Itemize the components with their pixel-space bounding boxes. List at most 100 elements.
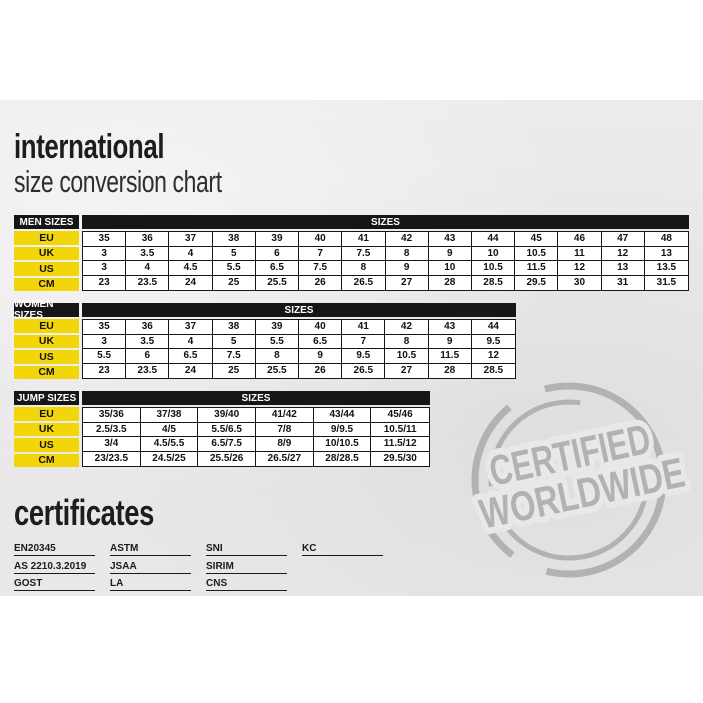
jump-row-label-us: US bbox=[14, 438, 79, 452]
men-cell-us-2: 4.5 bbox=[169, 261, 213, 276]
men-cell-uk-2: 4 bbox=[169, 246, 213, 261]
certificate-en20345: EN20345 bbox=[14, 540, 95, 556]
men-row-label-cm: CM bbox=[14, 277, 79, 291]
men-cell-uk-6: 7.5 bbox=[342, 246, 386, 261]
jump-cell-us-4: 10/10.5 bbox=[313, 437, 372, 452]
men-sizes-header: SIZES bbox=[82, 215, 689, 229]
jump-cell-eu-1: 37/38 bbox=[140, 408, 199, 423]
certificate-cns: CNS bbox=[206, 575, 287, 591]
men-cell-uk-8: 9 bbox=[428, 246, 472, 261]
women-cell-uk-4: 5.5 bbox=[255, 334, 299, 349]
women-table-title: WOMEN SIZES bbox=[14, 299, 79, 321]
jump-cell-uk-3: 7/8 bbox=[256, 422, 314, 437]
men-cell-us-8: 10 bbox=[428, 261, 472, 276]
men-table-title: MEN SIZES bbox=[14, 215, 79, 229]
certificates-title-text: certificates bbox=[14, 492, 154, 533]
men-cell-us-0: 3 bbox=[83, 261, 127, 276]
certificate-gost: GOST bbox=[14, 575, 95, 591]
men-cell-uk-7: 8 bbox=[385, 246, 429, 261]
women-cell-us-8: 11.5 bbox=[428, 349, 472, 364]
certificate-la: LA bbox=[110, 575, 191, 591]
men-cell-uk-5: 7 bbox=[299, 246, 343, 261]
women-label-column: WOMEN SIZES EU UK US CM bbox=[14, 299, 79, 379]
jump-cell-uk-0: 2.5/3.5 bbox=[83, 422, 141, 437]
men-cell-uk-11: 11 bbox=[558, 246, 602, 261]
women-size-grid: 35 36 37 38 39 40 41 42 43 44 3 3.5 4 5 5.5 6.5 7 8 9 9.5 5.… bbox=[82, 319, 516, 379]
women-cell-uk-1: 3.5 bbox=[126, 334, 170, 349]
men-cell-us-9: 10.5 bbox=[471, 261, 516, 276]
men-cell-cm-8: 28 bbox=[428, 275, 472, 290]
men-cell-eu-0: 35 bbox=[83, 232, 127, 247]
certificate-astm: ASTM bbox=[110, 540, 191, 556]
jump-cell-uk-2: 5.5/6.5 bbox=[198, 422, 256, 437]
jump-row-label-cm: CM bbox=[14, 453, 79, 467]
men-cell-us-3: 5.5 bbox=[212, 261, 256, 276]
women-cell-cm-0: 23 bbox=[83, 363, 127, 378]
women-cell-eu-3: 38 bbox=[212, 320, 256, 335]
jump-cell-eu-3: 41/42 bbox=[256, 408, 314, 423]
women-cell-uk-2: 4 bbox=[169, 334, 213, 349]
jump-cell-us-5: 11.5/12 bbox=[371, 437, 429, 452]
men-cell-uk-10: 10.5 bbox=[515, 246, 559, 261]
certificate-jsaa: JSAA bbox=[110, 558, 191, 574]
women-cell-eu-5: 40 bbox=[299, 320, 343, 335]
women-cell-eu-9: 44 bbox=[471, 320, 515, 335]
certificate-sirim: SIRIM bbox=[206, 558, 287, 574]
men-cell-cm-4: 25.5 bbox=[255, 275, 300, 290]
jump-cell-cm-1: 24.5/25 bbox=[140, 451, 199, 466]
men-cell-us-5: 7.5 bbox=[299, 261, 343, 276]
men-cell-us-6: 8 bbox=[342, 261, 386, 276]
women-row-label-eu: EU bbox=[14, 319, 79, 333]
men-cell-uk-4: 6 bbox=[255, 246, 300, 261]
men-row-label-us: US bbox=[14, 262, 79, 276]
men-cell-us-11: 12 bbox=[558, 261, 602, 276]
men-cell-us-10: 11.5 bbox=[515, 261, 559, 276]
men-cell-eu-4: 39 bbox=[255, 232, 300, 247]
women-cell-cm-3: 25 bbox=[212, 363, 256, 378]
women-cell-cm-7: 27 bbox=[385, 363, 429, 378]
jump-cell-uk-1: 4/5 bbox=[140, 422, 199, 437]
jump-cell-uk-4: 9/9.5 bbox=[313, 422, 372, 437]
men-cell-cm-11: 30 bbox=[558, 275, 602, 290]
men-cell-uk-0: 3 bbox=[83, 246, 127, 261]
men-cell-eu-10: 45 bbox=[515, 232, 559, 247]
stamp-outer-ring bbox=[471, 382, 667, 578]
jump-cell-us-3: 8/9 bbox=[256, 437, 314, 452]
men-cell-eu-9: 44 bbox=[471, 232, 516, 247]
men-cell-us-1: 4 bbox=[126, 261, 170, 276]
men-cell-cm-9: 28.5 bbox=[471, 275, 516, 290]
women-cell-us-9: 12 bbox=[471, 349, 515, 364]
men-sizes-table: MEN SIZES EU UK US CM SIZES 35 36 37 38 39 40 41 42 43… bbox=[14, 215, 689, 291]
men-cell-cm-5: 26 bbox=[299, 275, 343, 290]
men-row-label-uk: UK bbox=[14, 246, 79, 260]
jump-sizes-table: JUMP SIZES EU UK US CM SIZES 35/36 37/38 39/40 41… bbox=[14, 391, 430, 467]
men-cell-eu-2: 37 bbox=[169, 232, 213, 247]
page-subtitle-text: size conversion chart bbox=[14, 164, 222, 199]
women-cell-uk-8: 9 bbox=[428, 334, 472, 349]
men-cell-uk-13: 13 bbox=[644, 246, 688, 261]
women-cell-uk-7: 8 bbox=[385, 334, 429, 349]
women-sizes-table: WOMEN SIZES EU UK US CM SIZES 35 36 37 38 39 40 41 42… bbox=[14, 299, 516, 379]
page-title: international bbox=[14, 128, 212, 167]
men-cell-eu-13: 48 bbox=[644, 232, 688, 247]
men-cell-eu-1: 36 bbox=[126, 232, 170, 247]
men-label-column: MEN SIZES EU UK US CM bbox=[14, 215, 79, 291]
women-cell-cm-9: 28.5 bbox=[471, 363, 515, 378]
women-cell-eu-0: 35 bbox=[83, 320, 127, 335]
certificates-column-2: ASTM JSAA LA bbox=[110, 540, 191, 593]
women-cell-us-2: 6.5 bbox=[169, 349, 213, 364]
women-cell-eu-4: 39 bbox=[255, 320, 299, 335]
men-cell-cm-7: 27 bbox=[385, 275, 429, 290]
jump-cell-cm-0: 23/23.5 bbox=[83, 451, 141, 466]
jump-cell-us-0: 3/4 bbox=[83, 437, 141, 452]
women-cell-cm-2: 24 bbox=[169, 363, 213, 378]
certificate-kc: KC bbox=[302, 540, 383, 556]
jump-row-label-uk: UK bbox=[14, 422, 79, 436]
jump-data-column: SIZES 35/36 37/38 39/40 41/42 43/44 45/46 2.5/3… bbox=[82, 391, 430, 467]
women-cell-us-0: 5.5 bbox=[83, 349, 127, 364]
women-sizes-header: SIZES bbox=[82, 303, 516, 317]
jump-cell-eu-2: 39/40 bbox=[198, 408, 256, 423]
women-cell-cm-4: 25.5 bbox=[255, 363, 299, 378]
women-row-label-cm: CM bbox=[14, 365, 79, 379]
women-cell-cm-1: 23.5 bbox=[126, 363, 170, 378]
